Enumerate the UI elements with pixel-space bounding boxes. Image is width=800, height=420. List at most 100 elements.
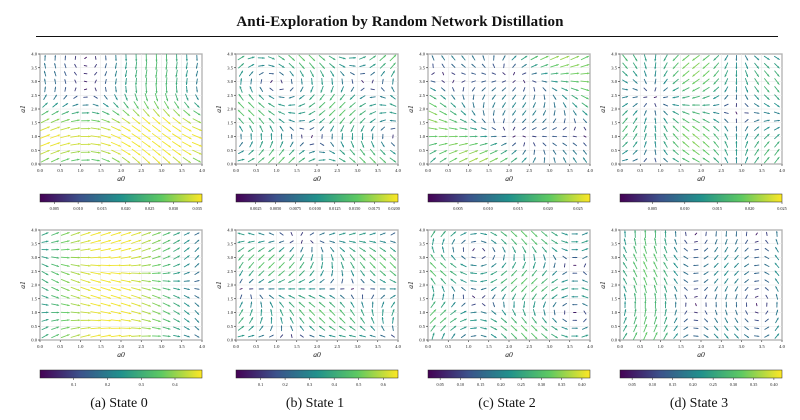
quiver-arrow-head: [472, 55, 474, 58]
quiver-arrow-head: [564, 97, 567, 100]
quiver-arrow-head: [77, 158, 80, 161]
quiver-arrow-head: [452, 247, 454, 249]
quiver-arrow-head: [564, 265, 566, 268]
x-tick-label: 3.5: [567, 344, 573, 349]
quiver-arrow-head: [744, 257, 747, 259]
quiver-arrow-head: [451, 64, 454, 66]
quiver-arrow-head: [692, 74, 695, 77]
quiver-arrow-head: [342, 65, 345, 68]
y-tick-label: 0.5: [31, 324, 37, 329]
quiver-arrow-head: [777, 112, 780, 115]
quiver-arrow-head: [746, 66, 748, 69]
quiver-arrow-head: [585, 240, 588, 243]
quiver-arrow-head: [390, 128, 393, 130]
quiver-arrow-head: [460, 263, 463, 266]
quiver-arrow-head: [310, 128, 312, 130]
quiver-arrow-head: [108, 296, 111, 299]
quiver-arrow-head: [148, 327, 151, 330]
quiver-arrow-head: [684, 287, 686, 289]
quiver-arrow-head: [702, 89, 706, 92]
x-tick-label: 4.0: [587, 344, 593, 349]
quiver-arrow-head: [462, 294, 465, 297]
quiver-arrow-head: [511, 289, 514, 292]
quiver-arrow-head: [583, 150, 586, 152]
quiver-arrow-head: [443, 89, 445, 91]
quiver-arrow-head: [575, 256, 577, 259]
quiver-arrow-head: [47, 126, 50, 129]
quiver-arrow-head: [270, 302, 272, 305]
quiver-arrow-head: [502, 97, 504, 100]
quiver-arrow-head: [108, 264, 111, 267]
quiver-arrow-head: [434, 105, 437, 108]
quiver-arrow-head: [576, 64, 579, 67]
quiver-arrow-head: [724, 281, 727, 284]
quiver-arrow-head: [67, 119, 70, 122]
quiver-arrow-head: [269, 295, 272, 297]
quiver-arrow-head: [199, 144, 202, 147]
quiver-arrow-head: [383, 55, 386, 58]
quiver-arrow-head: [298, 287, 301, 290]
quiver-arrow-head: [45, 232, 49, 235]
quiver-arrow-head: [138, 239, 141, 242]
quiver-arrow-head: [353, 232, 356, 235]
x-axis-label: a0: [117, 350, 125, 359]
quiver-arrow-head: [513, 305, 516, 308]
y-tick-label: 0.0: [419, 338, 425, 343]
y-tick-label: 4.0: [31, 228, 37, 233]
colorbar-tick-label: 0.05: [436, 382, 443, 387]
quiver-arrow-head: [724, 58, 727, 61]
quiver-arrow-head: [702, 149, 706, 152]
quiver-arrow-head: [543, 97, 546, 100]
quiver-arrow-head: [475, 135, 478, 138]
quiver-arrow-head: [524, 72, 526, 74]
quiver-arrow-head: [433, 157, 436, 161]
quiver-arrow-head: [168, 271, 171, 275]
quiver-arrow-head: [167, 320, 171, 323]
colorbar-tick-label: 0.6: [381, 382, 386, 387]
quiver-arrow-head: [370, 326, 373, 329]
quiver-arrow-head: [674, 278, 676, 281]
quiver-arrow-head: [88, 135, 91, 138]
quiver-arrow-head: [776, 325, 779, 328]
quiver-arrow-head: [756, 66, 759, 69]
quiver-arrow-head: [775, 263, 777, 266]
quiver-arrow-head: [533, 97, 535, 100]
quiver-arrow-head: [46, 240, 49, 243]
quiver-arrow-head: [271, 80, 273, 82]
colorbar-tick-label: 0.30: [538, 382, 545, 387]
quiver-arrow-head: [473, 248, 475, 250]
quiver-arrow-head: [383, 258, 386, 261]
quiver-arrow-head: [135, 59, 138, 62]
quiver-arrow-head: [56, 158, 59, 161]
colorbar-tick-label: 0.10: [457, 382, 464, 387]
quiver-arrow-head: [166, 106, 169, 109]
quiver-arrow-head: [361, 137, 364, 140]
quiver-arrow-head: [767, 89, 770, 93]
quiver-arrow-head: [319, 317, 322, 320]
quiver-arrow-head: [319, 334, 322, 337]
quiver-arrow-head: [675, 333, 678, 336]
quiver-arrow-head: [240, 302, 243, 305]
quiver-arrow-head: [455, 135, 458, 138]
quiver-arrow-head: [56, 111, 59, 114]
quiver-chart-3: 0.0 0.5 1.0 1.5 2.0 2.5 3.0 3.5 4.00.00.51.01.52…: [598, 52, 787, 211]
quiver-arrow-head: [98, 231, 101, 235]
quiver-arrow-head: [88, 311, 91, 314]
quiver-arrow-head: [137, 121, 141, 124]
quiver-arrow-head: [587, 80, 590, 83]
quiver-arrow-head: [300, 89, 303, 92]
quiver-chart-2: 0.0 0.5 1.0 1.5 2.0 2.5 3.0 3.5 4.00.00.51.01.52…: [406, 52, 594, 211]
x-tick-label: 1.0: [78, 168, 84, 173]
quiver-arrow-head: [268, 288, 271, 290]
quiver-arrow-head: [735, 105, 737, 107]
quiver-arrow-head: [777, 127, 780, 129]
quiver-arrow-head: [67, 272, 70, 275]
quiver-arrow-head: [726, 328, 729, 331]
quiver-arrow-head: [512, 105, 515, 108]
quiver-arrow-head: [713, 89, 716, 92]
quiver-arrow-head: [724, 273, 727, 276]
quiver-arrow-head: [98, 248, 101, 251]
quiver-arrow-head: [514, 242, 517, 245]
quiver-arrow-head: [67, 334, 70, 337]
quiver-arrow-head: [342, 152, 345, 155]
